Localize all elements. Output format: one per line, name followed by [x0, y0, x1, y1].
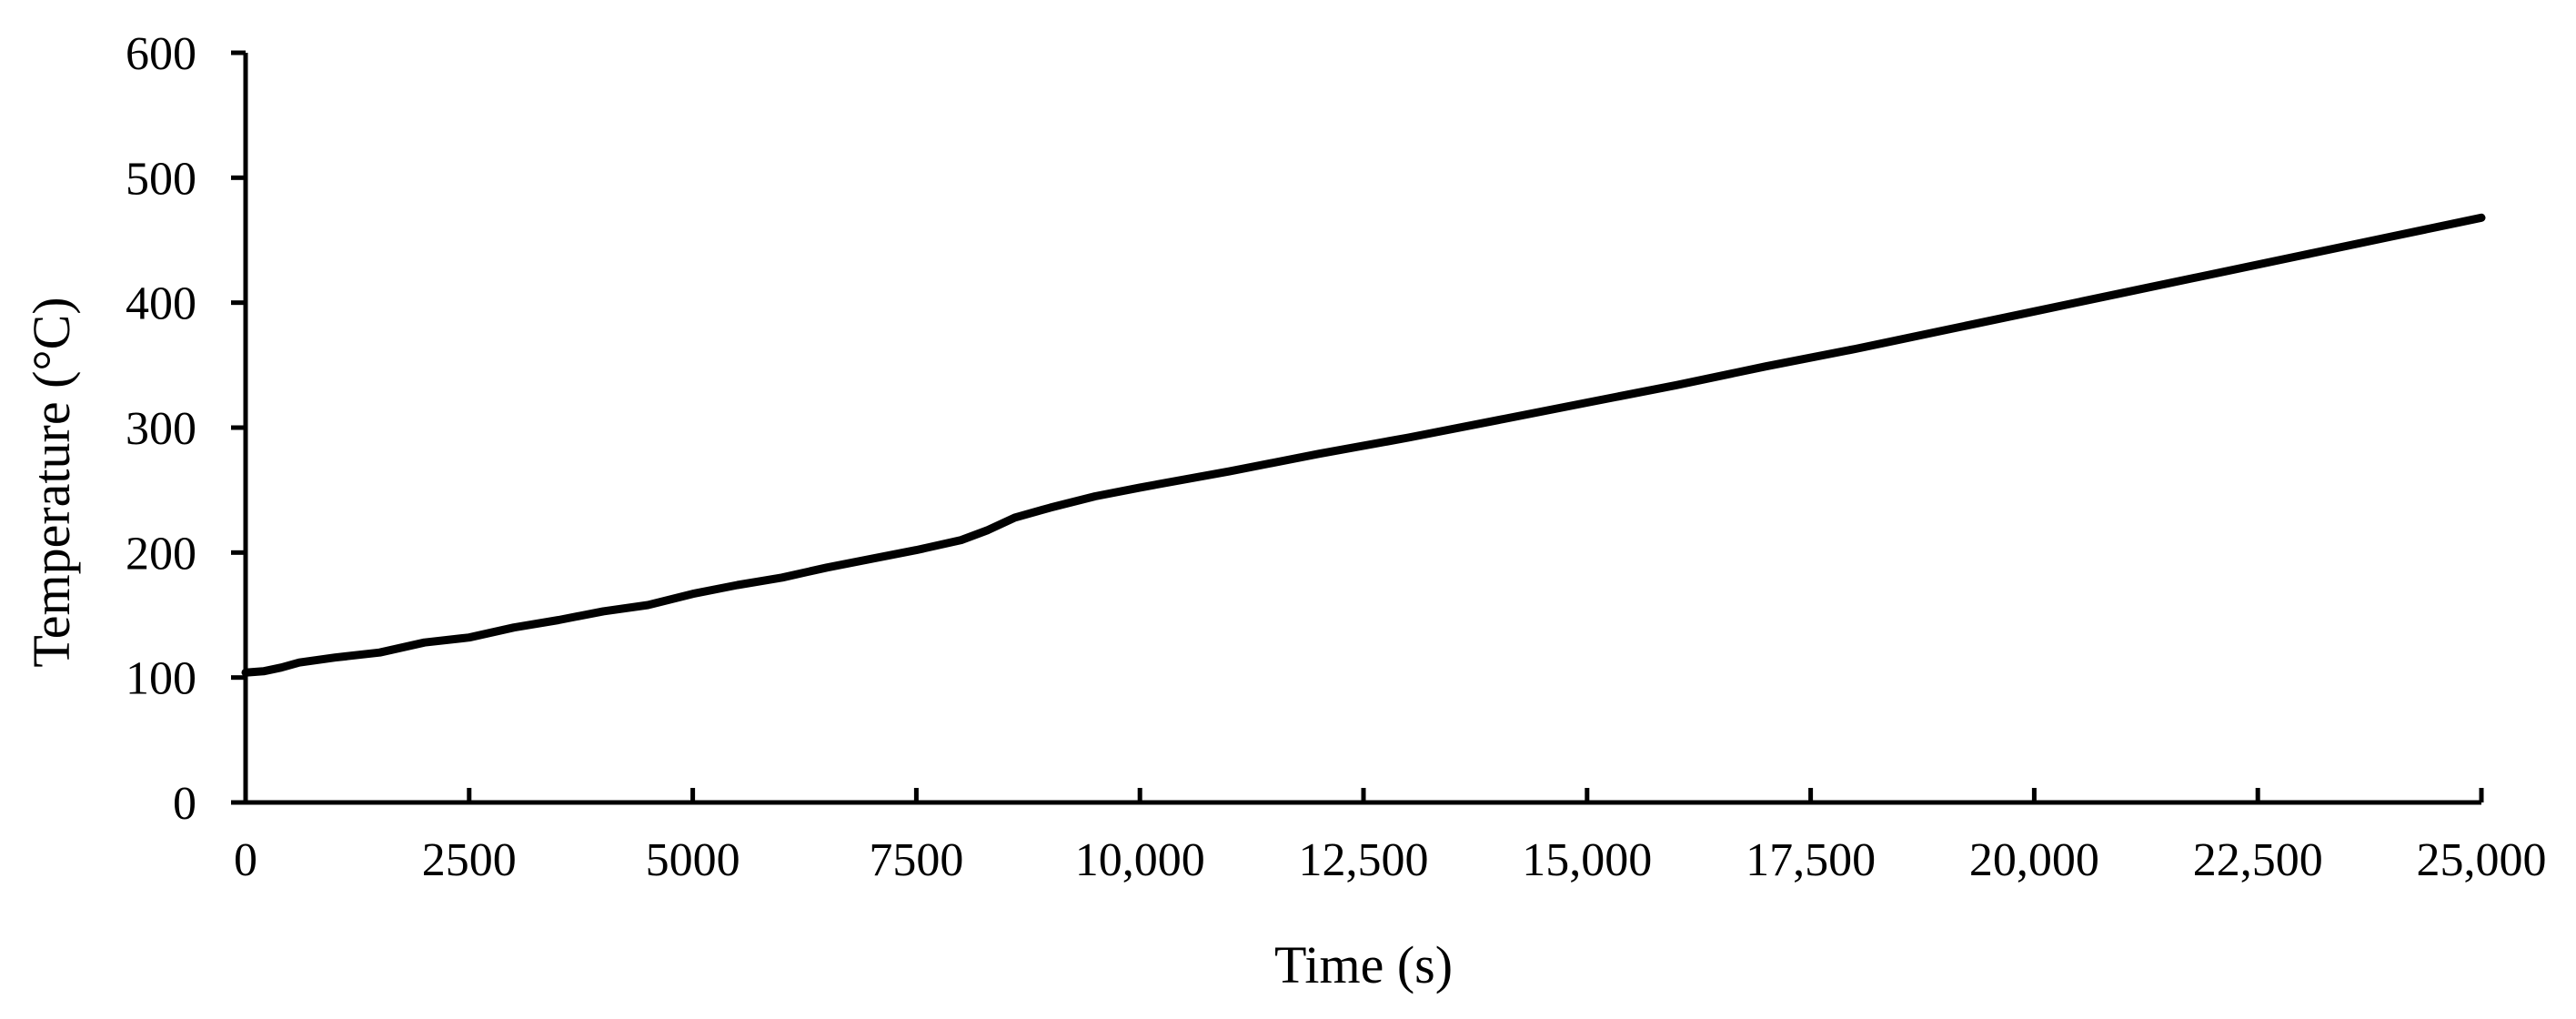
x-tick-label: 25,000 [2417, 834, 2547, 886]
y-tick-label: 100 [126, 653, 196, 705]
x-tick-label: 5000 [646, 834, 740, 886]
x-tick-label: 20,000 [1969, 834, 2099, 886]
y-tick-label: 500 [126, 153, 196, 205]
y-tick-label: 200 [126, 528, 196, 580]
x-tick-label: 0 [234, 834, 257, 886]
y-axis-ticks: 0 100 200 300 400 500 600 [126, 28, 246, 830]
x-axis-title: Time (s) [1274, 935, 1453, 994]
x-tick-label: 17,500 [1746, 834, 1876, 886]
y-tick-label: 0 [173, 778, 196, 830]
x-axis-ticks: 0 2500 5000 7500 10,000 12,500 15,000 17,500 20,… [234, 788, 2547, 886]
y-tick-label: 300 [126, 403, 196, 455]
temperature-series-line [241, 213, 2486, 677]
x-tick-label: 22,500 [2193, 834, 2323, 886]
x-tick-label: 10,000 [1075, 834, 1205, 886]
y-tick-label: 600 [126, 28, 196, 80]
y-tick-label: 400 [126, 278, 196, 330]
x-tick-label: 7500 [869, 834, 963, 886]
y-axis-title: Temperature (°C) [22, 297, 81, 667]
x-tick-label: 2500 [422, 834, 517, 886]
x-tick-label: 12,500 [1299, 834, 1429, 886]
x-tick-label: 15,000 [1522, 834, 1652, 886]
